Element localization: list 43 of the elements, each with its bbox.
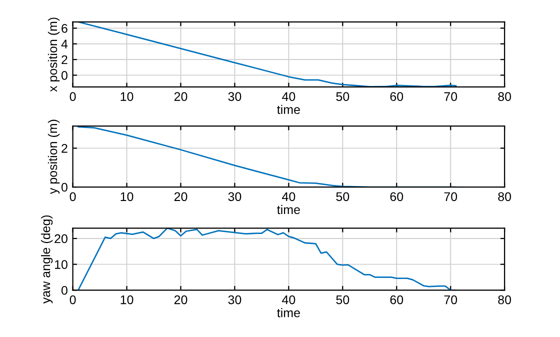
x-axis-title: time — [277, 204, 300, 214]
x-tick-label: 60 — [390, 92, 404, 101]
x-tick-label: 60 — [390, 192, 404, 202]
x-tick-label: 30 — [228, 92, 242, 101]
x-tick-label: 50 — [336, 92, 350, 101]
x-tick-label: 10 — [120, 92, 134, 101]
x-tick-label: 10 — [120, 192, 134, 202]
x-tick-label: 10 — [120, 295, 134, 304]
x-tick-label: 80 — [498, 192, 512, 202]
x-axis-title: time — [277, 104, 300, 114]
x-tick-label: 0 — [70, 192, 76, 202]
x-tick-label: 20 — [174, 92, 188, 101]
line-series — [78, 22, 457, 87]
y-axis-title: yaw angle (deg) — [40, 215, 53, 304]
y-tick-label: 2 — [62, 144, 68, 153]
y-axis-title: x position (m) — [48, 18, 60, 92]
x-tick-label: 70 — [444, 192, 458, 202]
x-tick-label: 30 — [228, 192, 242, 202]
x-tick-label: 70 — [444, 92, 458, 101]
y-tick-label: 20 — [54, 234, 68, 244]
x-tick-label: 0 — [70, 295, 76, 304]
x-tick-label: 0 — [70, 92, 76, 101]
x-tick-label: 80 — [498, 92, 512, 101]
x-tick-label: 40 — [282, 92, 296, 101]
y-tick-label: 0 — [61, 286, 68, 295]
y-axis-title: y position (m) — [48, 120, 60, 194]
x-tick-label: 30 — [228, 295, 242, 304]
x-tick-label: 20 — [174, 192, 188, 202]
y-tick-label: 4 — [61, 40, 68, 48]
x-axis-title: time — [277, 308, 300, 318]
y-tick-label: 0 — [61, 70, 68, 80]
y-tick-label: 0 — [61, 182, 68, 192]
x-tick-label: 40 — [282, 192, 296, 202]
x-tick-label: 20 — [174, 295, 188, 304]
y-tick-label: 10 — [54, 260, 68, 269]
x-tick-label: 70 — [444, 295, 458, 304]
y-tick-label: 6 — [62, 24, 68, 33]
x-tick-label: 50 — [336, 295, 350, 304]
x-tick-label: 40 — [282, 295, 296, 304]
x-tick-label: 50 — [336, 192, 350, 202]
x-tick-label: 60 — [390, 295, 404, 304]
y-tick-label: 2 — [62, 55, 68, 64]
x-tick-label: 80 — [498, 295, 512, 304]
